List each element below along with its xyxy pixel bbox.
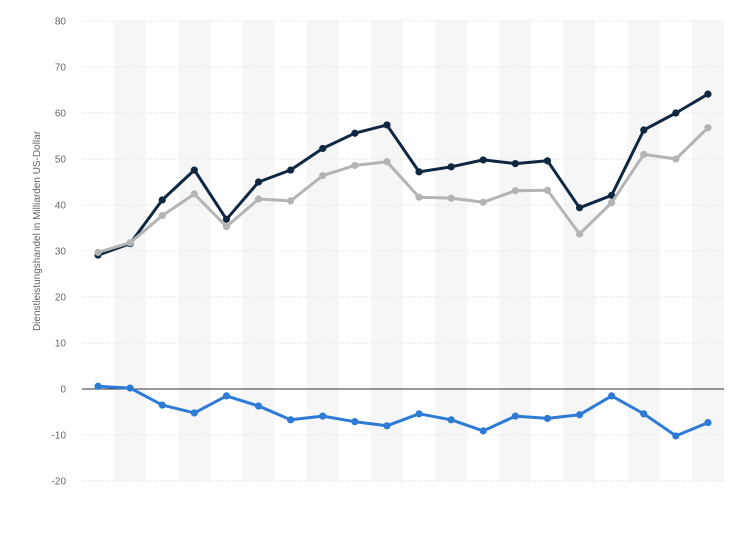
data-point: [222, 223, 231, 231]
data-point: [479, 156, 487, 164]
data-point: [319, 144, 327, 153]
y-tick-label: 80: [55, 17, 67, 28]
data-point: [608, 191, 616, 199]
data-point: [222, 392, 231, 400]
data-point: [415, 168, 423, 176]
data-point: [704, 418, 712, 427]
data-point: [319, 412, 327, 420]
data-point: [158, 401, 166, 409]
data-point: [543, 157, 552, 165]
data-point: [575, 204, 584, 212]
data-point: [287, 416, 295, 424]
y-tick-label: 40: [55, 201, 67, 212]
y-tick-label: -20: [52, 477, 67, 488]
data-point: [254, 178, 263, 186]
y-axis-title: Dienstleistungshandel in Milliarden US-D…: [32, 130, 43, 331]
data-point: [190, 409, 198, 417]
data-point: [640, 410, 648, 418]
data-point: [383, 158, 391, 166]
data-point: [254, 402, 263, 410]
data-point: [447, 416, 455, 424]
data-point: [351, 418, 359, 426]
y-tick-label: -10: [52, 431, 67, 442]
data-point: [575, 230, 584, 238]
column-band: [691, 21, 724, 481]
y-tick-label: 20: [55, 293, 67, 304]
data-point: [94, 382, 102, 390]
y-tick-label: 60: [55, 109, 67, 120]
data-point: [575, 411, 584, 419]
y-tick-label: 50: [55, 155, 67, 166]
series-3: [94, 382, 712, 440]
series-2: [94, 124, 712, 256]
data-point: [608, 199, 616, 207]
data-point: [190, 190, 198, 198]
data-point: [158, 196, 166, 204]
data-point: [543, 414, 552, 423]
data-point: [222, 215, 231, 223]
data-point: [640, 150, 648, 158]
data-point: [94, 248, 102, 256]
data-point: [383, 121, 391, 129]
y-axis-tick-labels: 80 70 60 50 40 30 20 10 0 -10 -20: [52, 17, 67, 488]
y-tick-label: 0: [60, 385, 66, 396]
data-point: [383, 422, 391, 430]
series-line: [96, 384, 710, 438]
data-point: [640, 126, 648, 134]
grid-lines: [82, 20, 724, 482]
data-point: [126, 239, 134, 247]
data-point: [447, 163, 455, 171]
data-point: [158, 211, 166, 220]
data-point: [511, 187, 519, 195]
y-tick-label: 10: [55, 339, 67, 350]
series-line: [96, 92, 710, 257]
column-band: [370, 21, 403, 481]
data-point: [415, 193, 423, 201]
data-point: [511, 160, 519, 168]
data-point: [319, 171, 327, 180]
data-point: [704, 124, 712, 132]
data-point: [254, 195, 263, 203]
data-point: [479, 427, 487, 435]
y-tick-label: 70: [55, 63, 67, 74]
data-point: [287, 197, 295, 205]
data-point: [608, 392, 616, 400]
data-point: [351, 129, 359, 137]
data-point: [479, 198, 487, 206]
data-point: [287, 166, 295, 174]
data-point: [543, 186, 552, 194]
data-point: [672, 109, 680, 117]
data-point: [415, 410, 423, 418]
series-line: [96, 126, 710, 254]
data-point: [351, 161, 359, 170]
data-point: [126, 384, 134, 392]
y-tick-label: 30: [55, 247, 67, 258]
data-point: [190, 166, 198, 174]
data-point: [511, 412, 519, 420]
data-point: [672, 155, 680, 163]
data-point: [672, 432, 680, 440]
data-point: [447, 194, 455, 202]
data-point: [704, 90, 712, 98]
series-lines: [94, 90, 712, 440]
